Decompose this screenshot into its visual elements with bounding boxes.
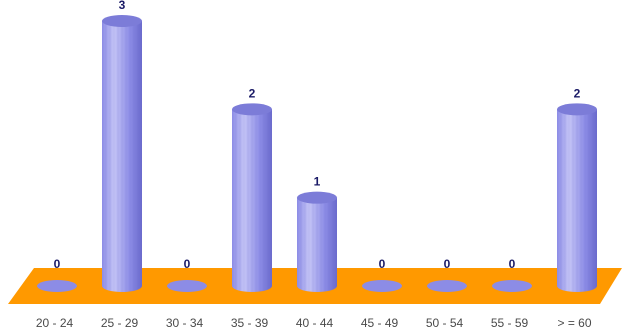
bar-zero-disk — [37, 280, 77, 292]
data-label: 3 — [119, 0, 126, 12]
data-label: 0 — [444, 257, 451, 271]
bar-top — [102, 15, 142, 27]
bar-top — [557, 103, 597, 116]
bar-top — [232, 103, 272, 116]
data-label: 1 — [314, 175, 321, 189]
bar-group: 0 50 - 54 — [426, 257, 467, 330]
data-label: 2 — [249, 86, 256, 100]
data-label: 2 — [574, 86, 581, 100]
x-tick-label: 40 - 44 — [296, 316, 334, 330]
bar-group: 2 35 - 39 — [231, 86, 272, 330]
x-tick-label: 30 - 34 — [166, 316, 204, 330]
bar-zero-disk — [427, 280, 467, 292]
bar — [232, 109, 272, 292]
bar-group: 1 40 - 44 — [296, 175, 337, 330]
bar-group: 0 45 - 49 — [361, 257, 402, 330]
data-label: 0 — [509, 257, 516, 271]
x-tick-label: > = 60 — [557, 316, 591, 330]
bar-group: 0 55 - 59 — [491, 257, 532, 330]
bar — [102, 21, 142, 292]
bar-group: 0 30 - 34 — [166, 257, 207, 330]
bar-zero-disk — [167, 280, 207, 292]
data-label: 0 — [54, 257, 61, 271]
bar — [297, 197, 337, 292]
bar — [557, 109, 597, 292]
data-label: 0 — [184, 257, 191, 271]
bar-group: 0 20 - 24 — [36, 257, 77, 330]
x-tick-label: 50 - 54 — [426, 316, 464, 330]
bar-group: 3 25 - 29 — [101, 0, 142, 330]
x-tick-label: 45 - 49 — [361, 316, 399, 330]
bar-top — [297, 191, 337, 204]
x-tick-label: 25 - 29 — [101, 316, 139, 330]
x-tick-label: 35 - 39 — [231, 316, 269, 330]
data-label: 0 — [379, 257, 386, 271]
bar-zero-disk — [492, 280, 532, 292]
bar-group: 2 > = 60 — [557, 86, 597, 330]
bar-zero-disk — [362, 280, 402, 292]
x-tick-label: 55 - 59 — [491, 316, 529, 330]
x-tick-label: 20 - 24 — [36, 316, 74, 330]
